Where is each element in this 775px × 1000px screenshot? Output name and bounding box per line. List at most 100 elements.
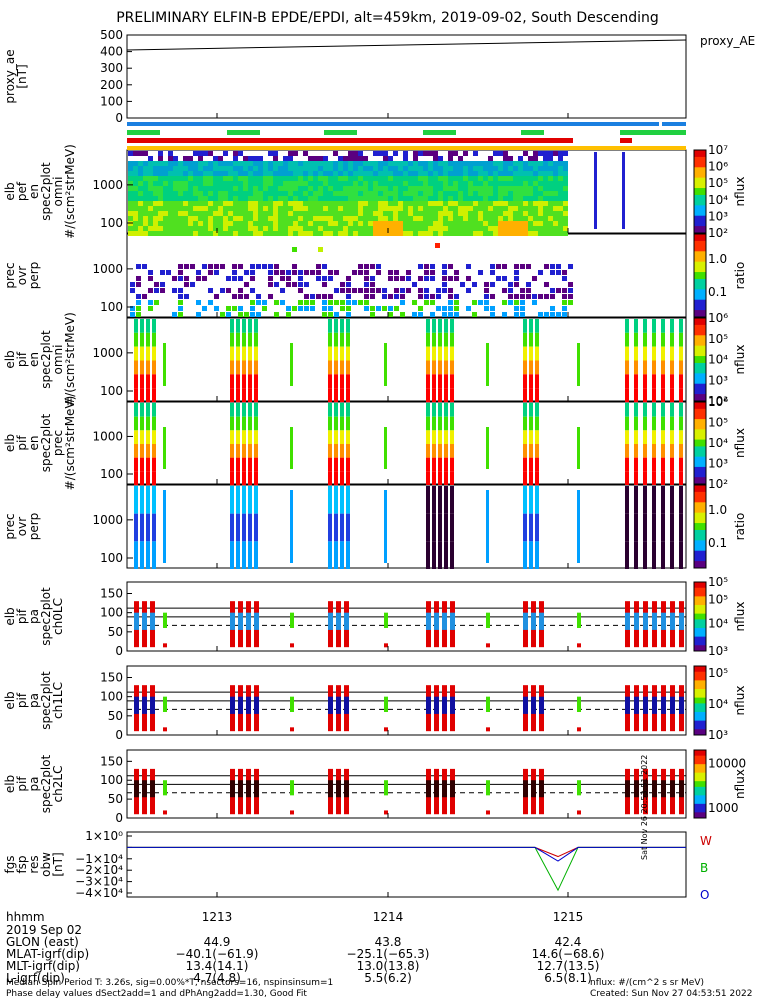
spectrogram-cell — [363, 211, 368, 216]
ratio-cell — [166, 270, 171, 275]
spectrogram-cell — [353, 171, 358, 176]
status-bar-green — [521, 130, 544, 135]
stripe-segment — [236, 319, 240, 333]
spectrogram-cell — [163, 201, 168, 206]
colorbar-cell — [694, 376, 706, 381]
stripe-segment — [679, 403, 683, 417]
stripe-segment — [236, 457, 240, 472]
colorbar-cell — [694, 222, 706, 227]
spectrogram-cell — [438, 211, 443, 216]
spectrogram-cell — [533, 161, 538, 166]
spectrogram-cell — [533, 221, 538, 226]
stripe-segment — [328, 403, 332, 417]
stripe-segment — [334, 403, 338, 417]
pa-core — [531, 696, 536, 714]
stripe-segment — [230, 319, 234, 333]
spectrogram-cell — [498, 171, 503, 176]
spectrogram-cell — [173, 226, 178, 231]
spectrogram-cell — [238, 191, 243, 196]
colorbar-label-text: nflux — [733, 769, 747, 799]
spectrogram-cell — [513, 181, 518, 186]
stripe-segment — [146, 471, 150, 485]
spectrogram-cell — [338, 176, 343, 181]
spectrogram-cell — [548, 221, 553, 226]
stripe-segment — [450, 430, 454, 444]
ratio-cell — [238, 264, 243, 269]
spectrogram-cell — [203, 161, 208, 166]
orbit-row-label: L-igrf(dip) — [6, 971, 65, 985]
colorbar-cell — [694, 470, 706, 475]
spectrogram-cell — [498, 206, 503, 211]
ratio-cell — [322, 294, 327, 299]
ratio-cell — [256, 312, 261, 317]
colorbar-cell — [694, 359, 706, 364]
spectrogram-cell — [433, 176, 438, 181]
spectrogram-cell — [418, 226, 423, 231]
spectrogram-cell — [168, 171, 173, 176]
spectrogram-cell — [238, 226, 243, 231]
spectrogram-cell — [263, 171, 268, 176]
spectrogram-cell — [323, 181, 328, 186]
spectrogram-cell — [378, 186, 383, 191]
pa-core — [442, 780, 447, 798]
stripe-segment — [432, 541, 436, 569]
spectrogram-cell — [168, 191, 173, 196]
spectrogram-cell — [318, 191, 323, 196]
spectrogram-cell — [383, 186, 388, 191]
spectrogram-cell — [243, 161, 248, 166]
spectrogram-cell — [533, 231, 538, 236]
spectrogram-cell — [163, 166, 168, 171]
stripe-segment — [432, 319, 436, 333]
colorbar-cell — [694, 697, 706, 701]
ratio-cell — [148, 288, 153, 293]
spectrogram-cell — [318, 176, 323, 181]
ratio-cell — [160, 288, 165, 293]
colorbar-tick-label: 10⁵ — [708, 332, 728, 346]
spectrogram-cell — [238, 186, 243, 191]
spectrogram-cell — [403, 166, 408, 171]
spectrogram-cell — [548, 186, 553, 191]
spectrogram-cell — [373, 221, 378, 226]
stripe-segment — [535, 416, 539, 431]
stripe-single — [577, 490, 580, 563]
spectrogram-cell — [498, 161, 503, 166]
stripe-segment — [426, 513, 430, 542]
spectrogram-cell — [258, 171, 263, 176]
spectrogram-cell — [198, 156, 203, 161]
spectrogram-cell — [428, 231, 433, 236]
spectrogram-cell — [323, 156, 328, 161]
ratio-cell — [466, 264, 471, 269]
stripe-segment — [340, 471, 344, 485]
ratio-cell — [412, 312, 417, 317]
spectrogram-cell — [398, 186, 403, 191]
stripe-segment — [248, 457, 252, 472]
spectrogram-cell — [238, 216, 243, 221]
stripe-segment — [625, 444, 629, 458]
spectrogram-cell — [203, 181, 208, 186]
ratio-cell — [370, 312, 375, 317]
spectrogram-cell — [363, 201, 368, 206]
colorbar-tick-label: 10⁴ — [708, 436, 728, 450]
spectrogram-cell — [463, 151, 468, 156]
spectrogram-cell — [388, 171, 393, 176]
pa-core — [539, 696, 544, 714]
colorbar-cell — [694, 505, 706, 510]
ratio-cell — [442, 270, 447, 275]
stripe-segment — [236, 471, 240, 485]
ratio-cell — [274, 282, 279, 287]
spectrogram-cell — [348, 181, 353, 186]
spectrogram-cell — [333, 196, 338, 201]
spectrogram-cell — [503, 171, 508, 176]
spectrogram-cell — [218, 226, 223, 231]
spectrogram-cell — [268, 171, 273, 176]
spectrogram-cell — [258, 211, 263, 216]
spectrogram-cell — [268, 191, 273, 196]
stripe-segment — [328, 374, 332, 389]
ratio-cell — [328, 312, 333, 317]
ytick-label: 50 — [108, 709, 123, 723]
stripe-segment — [242, 374, 246, 389]
ratio-cell — [508, 294, 513, 299]
spectrogram-cell — [238, 166, 243, 171]
spectrogram-cell — [273, 186, 278, 191]
